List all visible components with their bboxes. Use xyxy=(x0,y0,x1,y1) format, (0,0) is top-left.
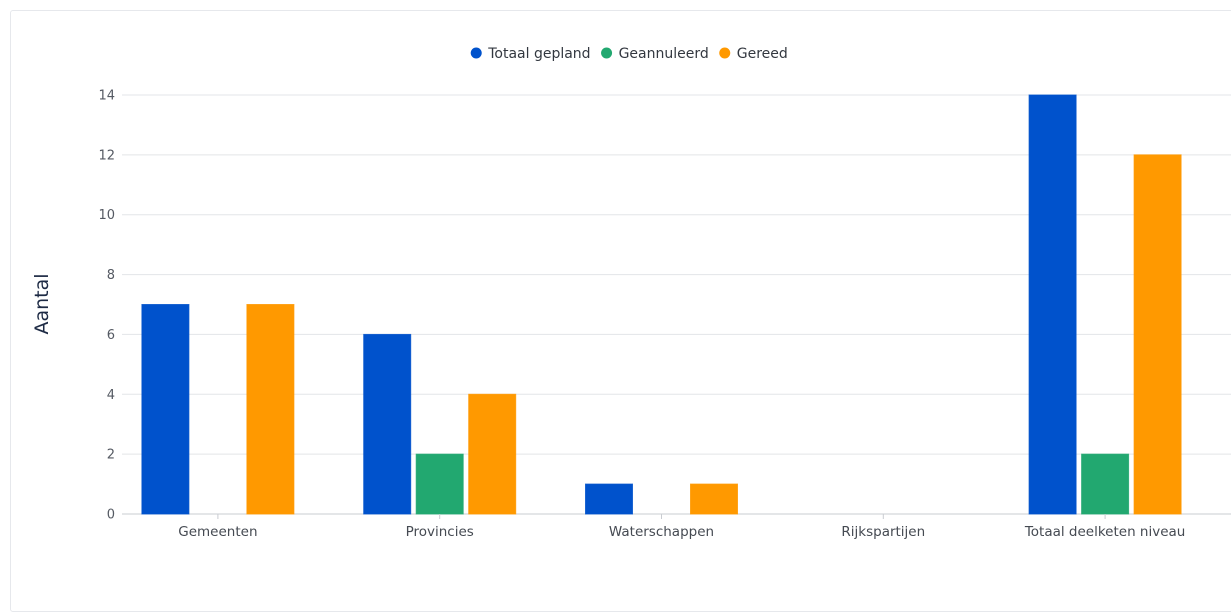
legend[interactable]: Totaal gepland Geannuleerd Gereed xyxy=(470,46,788,62)
bars xyxy=(141,94,1182,515)
bar-totaal-gepland-waterschappen[interactable] xyxy=(585,483,633,515)
legend-item-gereed[interactable]: Gereed xyxy=(719,46,788,62)
bar-totaal-gepland-totaal-deelketen-niveau[interactable] xyxy=(1028,94,1077,515)
y-tick-label: 12 xyxy=(98,148,115,163)
y-tick-label: 14 xyxy=(98,89,115,104)
bar-totaal-gepland-provincies[interactable] xyxy=(363,333,412,515)
y-tick-label: 10 xyxy=(98,208,115,223)
y-tick-label: 8 xyxy=(107,268,115,283)
y-tick-label: 2 xyxy=(107,448,115,463)
bar-geannuleerd-provincies[interactable] xyxy=(415,453,464,515)
y-tick-label: 4 xyxy=(107,388,115,403)
legend-label: Geannuleerd xyxy=(619,46,709,62)
bar-chart: 0 2 4 6 8 10 12 14 Gemeenten Provincies Waterscha… xyxy=(31,46,1231,540)
x-axis: Gemeenten Provincies Waterschappen Rijkspar… xyxy=(178,514,1185,540)
x-tick-label: Rijkspartijen xyxy=(841,524,925,540)
bar-gereed-gemeenten[interactable] xyxy=(246,304,295,515)
bar-gereed-totaal-deelketen-niveau[interactable] xyxy=(1133,154,1182,515)
bar-gereed-waterschappen[interactable] xyxy=(690,483,738,515)
legend-marker xyxy=(601,47,613,59)
legend-marker xyxy=(470,47,482,59)
legend-item-geannuleerd[interactable]: Geannuleerd xyxy=(601,46,709,62)
legend-item-totaal-gepland[interactable]: Totaal gepland xyxy=(470,46,591,62)
x-tick-label: Waterschappen xyxy=(609,524,714,540)
bar-gereed-provincies[interactable] xyxy=(468,393,517,515)
y-tick-label: 6 xyxy=(107,328,115,343)
y-axis-ticks: 0 2 4 6 8 10 12 14 xyxy=(98,89,115,523)
x-tick-label: Gemeenten xyxy=(178,524,257,540)
bar-totaal-gepland-gemeenten[interactable] xyxy=(141,304,190,515)
x-tick-label: Totaal deelketen niveau xyxy=(1024,524,1186,540)
legend-label: Gereed xyxy=(737,46,788,62)
y-axis-label: Aantal xyxy=(31,273,53,334)
legend-marker xyxy=(719,47,731,59)
bar-geannuleerd-totaal-deelketen-niveau[interactable] xyxy=(1081,453,1130,515)
y-tick-label: 0 xyxy=(107,508,115,523)
x-tick-label: Provincies xyxy=(406,524,474,540)
legend-label: Totaal gepland xyxy=(487,46,590,62)
